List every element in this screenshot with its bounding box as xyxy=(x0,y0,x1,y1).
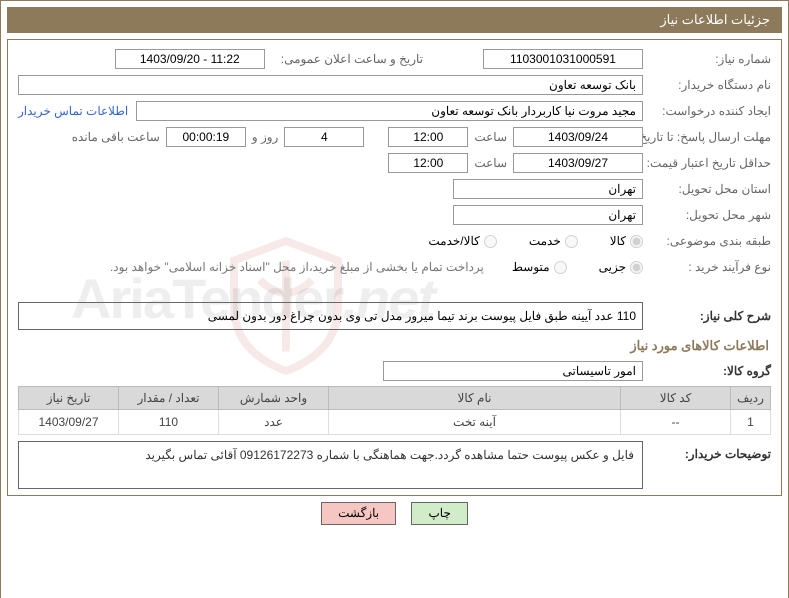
province-value: تهران xyxy=(453,179,643,199)
province-label: استان محل تحویل: xyxy=(643,182,771,196)
overall-desc-label: شرح کلی نیاز: xyxy=(643,309,771,323)
print-button[interactable]: چاپ xyxy=(411,502,467,525)
deadline-date: 1403/09/24 xyxy=(513,127,643,147)
days-label: روز و xyxy=(246,130,285,144)
details-panel: شماره نیاز: 1103001031000591 تاریخ و ساع… xyxy=(7,39,782,496)
buyer-org-value: بانک توسعه تعاون xyxy=(18,75,643,95)
th-unit: واحد شمارش xyxy=(219,387,329,410)
city-label: شهر محل تحویل: xyxy=(643,208,771,222)
subject-class-group: کالا خدمت کالا/خدمت xyxy=(400,234,643,248)
process-label: نوع فرآیند خرید : xyxy=(643,260,771,274)
th-row: ردیف xyxy=(731,387,771,410)
panel-title: جزئیات اطلاعات نیاز xyxy=(7,7,782,33)
table-row: 1 -- آینه تخت عدد 110 1403/09/27 xyxy=(19,410,771,435)
payment-note: پرداخت تمام یا بخشی از مبلغ خرید،از محل … xyxy=(106,260,484,274)
process-group: جزیی متوسط xyxy=(484,260,643,274)
radio-motavaset[interactable]: متوسط xyxy=(512,260,567,274)
requester-value: مجید مروت نیا کاربردار بانک توسعه تعاون xyxy=(136,101,643,121)
cell-unit: عدد xyxy=(219,410,329,435)
cell-row: 1 xyxy=(731,410,771,435)
cell-name: آینه تخت xyxy=(329,410,621,435)
goods-table: ردیف کد کالا نام کالا واحد شمارش تعداد /… xyxy=(18,386,771,435)
need-number-value: 1103001031000591 xyxy=(483,49,643,69)
radio-both[interactable]: کالا/خدمت xyxy=(428,234,496,248)
th-qty: تعداد / مقدار xyxy=(119,387,219,410)
th-date: تاریخ نیاز xyxy=(19,387,119,410)
buyer-notes-label: توضیحات خریدار: xyxy=(643,441,771,489)
validity-time: 12:00 xyxy=(388,153,468,173)
deadline-time: 12:00 xyxy=(388,127,468,147)
th-code: کد کالا xyxy=(621,387,731,410)
announce-label: تاریخ و ساعت اعلان عمومی: xyxy=(277,52,423,66)
city-value: تهران xyxy=(453,205,643,225)
countdown-days: 4 xyxy=(284,127,364,147)
countdown-time: 00:00:19 xyxy=(166,127,246,147)
radio-jozi[interactable]: جزیی xyxy=(599,260,643,274)
radio-kala[interactable]: کالا xyxy=(610,234,643,248)
validity-label: حداقل تاریخ اعتبار قیمت: تا تاریخ: xyxy=(643,157,771,169)
need-number-label: شماره نیاز: xyxy=(643,52,771,66)
buyer-org-label: نام دستگاه خریدار: xyxy=(643,78,771,92)
time-label-2: ساعت xyxy=(468,156,513,170)
th-name: نام کالا xyxy=(329,387,621,410)
remaining-label: ساعت باقی مانده xyxy=(66,130,166,144)
buyer-contact-link[interactable]: اطلاعات تماس خریدار xyxy=(18,104,136,118)
time-label-1: ساعت xyxy=(468,130,513,144)
overall-desc-value: 110 عدد آیینه طبق فایل پیوست برند تیما م… xyxy=(18,302,643,330)
requester-label: ایجاد کننده درخواست: xyxy=(643,104,771,118)
cell-qty: 110 xyxy=(119,410,219,435)
cell-code: -- xyxy=(621,410,731,435)
cell-date: 1403/09/27 xyxy=(19,410,119,435)
radio-khadamat[interactable]: خدمت xyxy=(529,234,578,248)
goods-section-title: اطلاعات کالاهای مورد نیاز xyxy=(20,338,769,354)
group-label: گروه کالا: xyxy=(643,364,771,378)
validity-date: 1403/09/27 xyxy=(513,153,643,173)
subject-class-label: طبقه بندی موضوعی: xyxy=(643,234,771,248)
announce-value: 1403/09/20 - 11:22 xyxy=(115,49,265,69)
back-button[interactable]: بازگشت xyxy=(321,502,396,525)
group-value: امور تاسیساتی xyxy=(383,361,643,381)
buyer-notes-value: فایل و عکس پیوست حتما مشاهده گردد.جهت هم… xyxy=(18,441,643,489)
deadline-label: مهلت ارسال پاسخ: تا تاریخ: xyxy=(643,131,771,143)
